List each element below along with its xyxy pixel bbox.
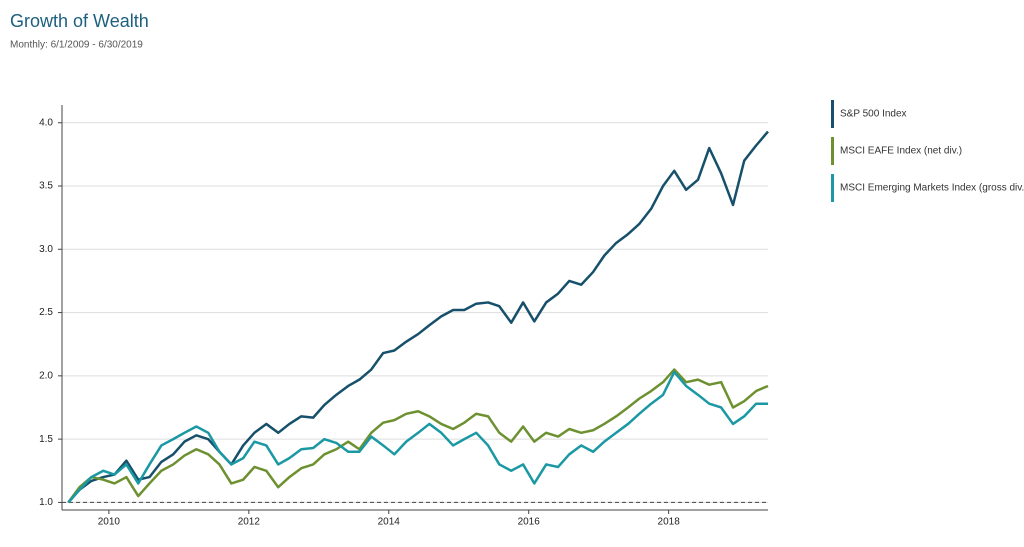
legend: S&P 500 Index MSCI EAFE Index (net div.) M… — [831, 100, 1024, 202]
legend-swatch — [831, 100, 834, 128]
series-line — [67, 130, 769, 504]
legend-label: MSCI EAFE Index (net div.) — [840, 146, 962, 157]
y-tick-label: 1.5 — [39, 434, 53, 445]
series-line — [67, 368, 769, 504]
legend-swatch — [831, 174, 834, 202]
x-tick-label: 2018 — [658, 517, 681, 528]
y-tick-label: 1.0 — [39, 497, 53, 508]
legend-swatch — [831, 137, 834, 165]
legend-label: MSCI Emerging Markets Index (gross div.) — [840, 183, 1024, 194]
x-tick-label: 2010 — [98, 517, 121, 528]
grid — [62, 122, 768, 503]
lines — [67, 130, 769, 504]
y-tick-label: 3.0 — [39, 244, 53, 255]
x-tick-label: 2012 — [238, 517, 261, 528]
y-tick-label: 4.0 — [39, 117, 53, 128]
series-line — [67, 370, 768, 504]
axes: 1.0 1.5 2.0 2.5 3.0 3.5 4.0 2010 2012 2014 2016 201… — [39, 105, 768, 528]
chart-title: Growth of Wealth — [10, 11, 149, 31]
y-tick-label: 3.5 — [39, 181, 53, 192]
x-tick-label: 2016 — [518, 517, 541, 528]
legend-label: S&P 500 Index — [840, 109, 907, 120]
y-tick-label: 2.5 — [39, 307, 53, 318]
x-tick-label: 2014 — [378, 517, 401, 528]
y-tick-label: 2.0 — [39, 370, 53, 381]
chart-subtitle: Monthly: 6/1/2009 - 6/30/2019 — [10, 40, 143, 51]
